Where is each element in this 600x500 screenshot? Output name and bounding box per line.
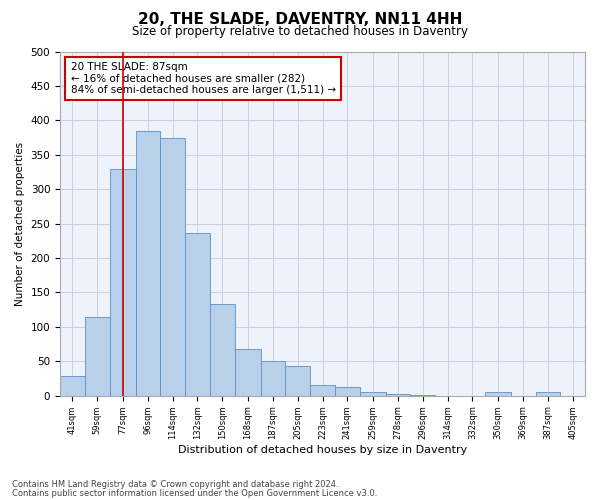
Bar: [386, 394, 410, 396]
Bar: [160, 138, 185, 396]
X-axis label: Distribution of detached houses by size in Daventry: Distribution of detached houses by size …: [178, 445, 467, 455]
Text: 20 THE SLADE: 87sqm
← 16% of detached houses are smaller (282)
84% of semi-detac: 20 THE SLADE: 87sqm ← 16% of detached ho…: [71, 62, 335, 95]
Bar: [260, 362, 286, 396]
Bar: [359, 392, 386, 396]
Text: Contains HM Land Registry data © Crown copyright and database right 2024.: Contains HM Land Registry data © Crown c…: [12, 480, 338, 489]
Bar: [485, 392, 511, 396]
Bar: [536, 392, 560, 396]
Bar: [335, 388, 359, 396]
Bar: [60, 376, 85, 396]
Text: Contains public sector information licensed under the Open Government Licence v3: Contains public sector information licen…: [12, 488, 377, 498]
Bar: [310, 386, 335, 396]
Y-axis label: Number of detached properties: Number of detached properties: [15, 142, 25, 306]
Bar: [410, 395, 435, 396]
Text: Size of property relative to detached houses in Daventry: Size of property relative to detached ho…: [132, 25, 468, 38]
Bar: [85, 316, 110, 396]
Text: 20, THE SLADE, DAVENTRY, NN11 4HH: 20, THE SLADE, DAVENTRY, NN11 4HH: [138, 12, 462, 28]
Bar: [235, 349, 260, 396]
Bar: [185, 232, 210, 396]
Bar: [136, 130, 160, 396]
Bar: [110, 168, 136, 396]
Bar: [286, 366, 310, 396]
Bar: [210, 304, 235, 396]
